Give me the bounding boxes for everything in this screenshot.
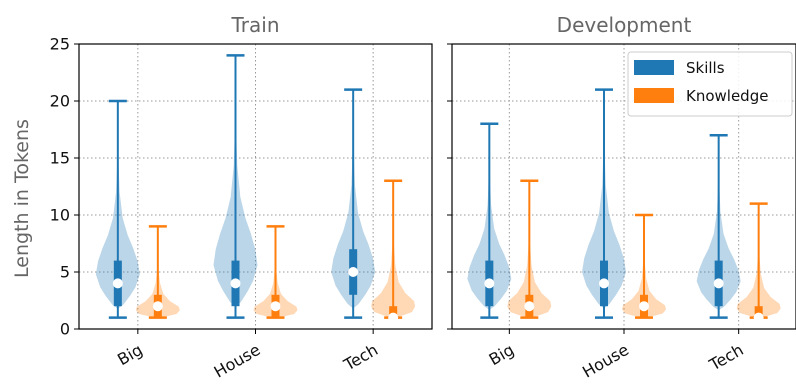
violin-median xyxy=(713,278,724,289)
violin-iqr xyxy=(754,306,763,318)
x-tick-label: Tech xyxy=(340,340,381,375)
x-tick-label: Big xyxy=(486,340,518,369)
violin-median xyxy=(753,312,764,323)
panel-title: Development xyxy=(557,13,692,37)
violin-skills-tech xyxy=(696,133,741,319)
legend-swatch-knowledge xyxy=(634,88,674,103)
y-tick-label: 5 xyxy=(60,263,70,282)
violin-knowledge-tech xyxy=(736,202,781,323)
violin-median xyxy=(388,312,399,323)
violin-median xyxy=(112,278,123,289)
violin-skills-big xyxy=(467,122,512,319)
violin-knowledge-house xyxy=(622,213,666,319)
violin-median xyxy=(152,301,163,312)
violin-median xyxy=(484,278,495,289)
legend: Skills Knowledge xyxy=(627,51,793,117)
violin-skills-house xyxy=(213,54,258,319)
y-tick-label: 10 xyxy=(50,206,70,225)
panel-development: Development Big House Tech Skills Knowledge xyxy=(447,13,796,382)
x-tick-label: Big xyxy=(114,340,146,369)
y-tick-label: 15 xyxy=(50,149,70,168)
violin-median xyxy=(599,278,609,289)
violin-iqr xyxy=(389,306,398,318)
violin-skills-house xyxy=(582,88,626,319)
x-tick-label: House xyxy=(211,340,264,382)
violin-knowledge-tech xyxy=(371,179,416,323)
panel-title: Train xyxy=(231,13,280,37)
y-tick-label: 25 xyxy=(50,35,70,54)
violin-knowledge-big xyxy=(135,225,180,319)
violin-skills-big xyxy=(95,99,140,319)
violin-median xyxy=(524,301,535,312)
legend-label-knowledge: Knowledge xyxy=(686,87,768,105)
violin-skills-tech xyxy=(331,88,376,319)
legend-swatch-skills xyxy=(634,60,674,75)
violin-median xyxy=(348,267,359,277)
violin-median xyxy=(270,301,281,312)
legend-label-skills: Skills xyxy=(686,59,725,77)
violin-median xyxy=(230,278,241,289)
violin-knowledge-house xyxy=(253,225,298,319)
y-tick-label: 20 xyxy=(50,92,70,111)
x-tick-label: House xyxy=(579,340,632,382)
x-tick-label: Tech xyxy=(705,340,746,375)
y-axis-label: Length in Tokens xyxy=(11,119,33,278)
violin-knowledge-big xyxy=(507,179,552,319)
violin-median xyxy=(639,301,649,312)
y-tick-label: 0 xyxy=(60,320,70,339)
panel-train: Train 0 5 10 15 20 25 Big House Tech xyxy=(50,13,433,382)
